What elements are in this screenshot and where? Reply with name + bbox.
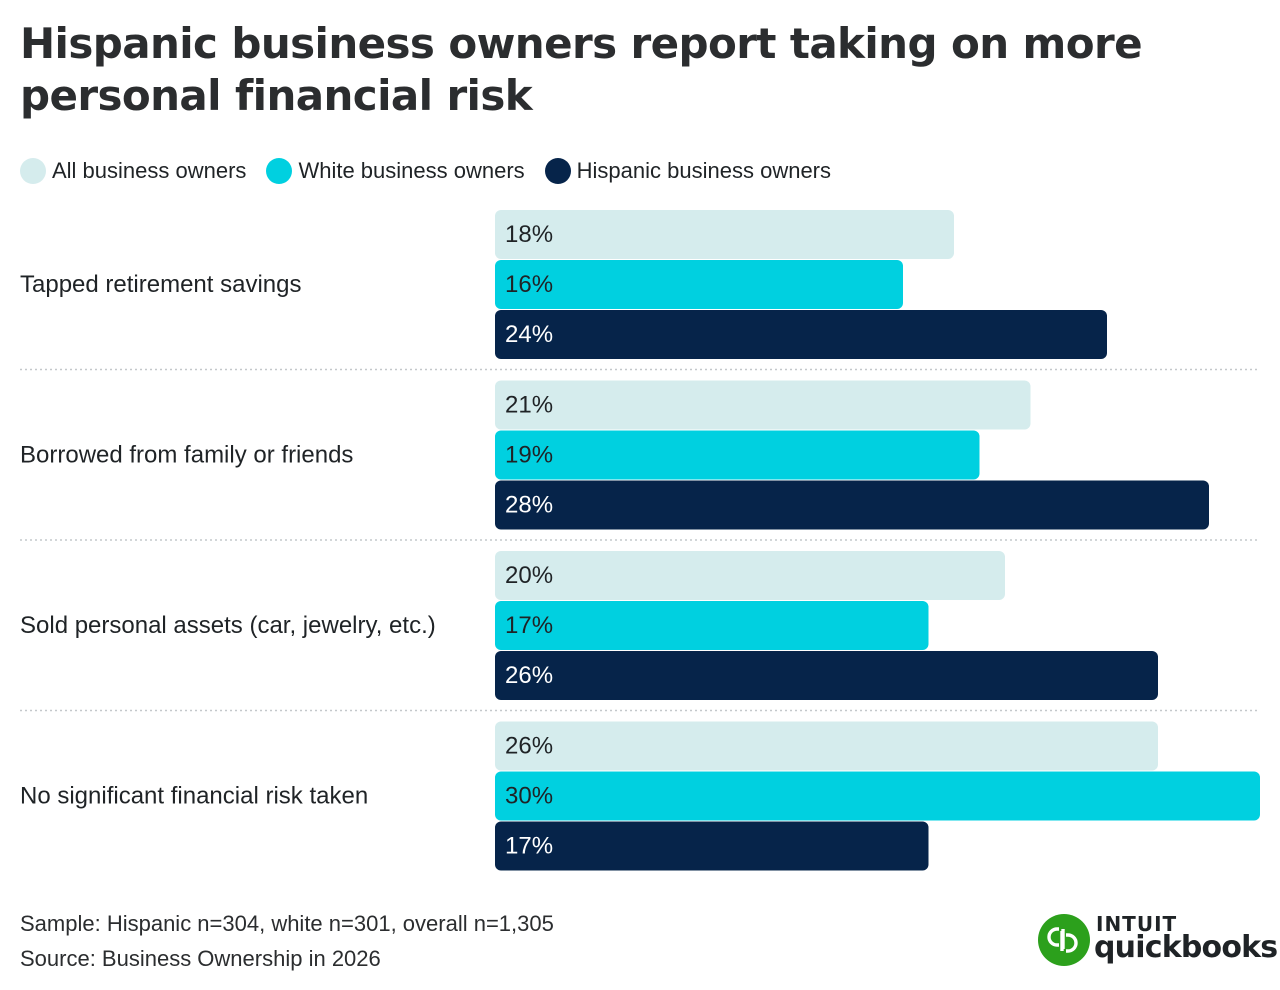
chart-title: Hispanic business owners report taking o…: [20, 19, 1143, 120]
bar: [495, 380, 1031, 430]
data-label: 18%: [505, 221, 553, 248]
bar: [495, 551, 1005, 600]
legend-label: White business owners: [298, 158, 525, 183]
sample-note: Sample: Hispanic n=304, white n=301, ove…: [20, 911, 554, 936]
legend-swatch: [544, 158, 571, 184]
category-label: Borrowed from family or friends: [20, 442, 353, 469]
source-note: Source: Business Ownership in 2026: [20, 946, 381, 971]
legend-label: Hispanic business owners: [576, 158, 831, 183]
footer: Sample: Hispanic n=304, white n=301, ove…: [20, 906, 554, 976]
legend-item: All business owners: [20, 158, 246, 184]
bar: [495, 260, 903, 309]
legend-label: All business owners: [52, 158, 247, 183]
data-label: 30%: [505, 783, 553, 810]
legend-item: Hispanic business owners: [544, 158, 831, 184]
data-label: 24%: [505, 321, 553, 348]
bar: [495, 721, 1158, 771]
bar: [495, 771, 1260, 821]
bar: [495, 651, 1158, 700]
bar: [495, 310, 1107, 359]
category-label: No significant financial risk taken: [20, 783, 368, 810]
bar: [495, 210, 954, 259]
bar: [495, 601, 929, 650]
data-label: 26%: [505, 662, 553, 689]
data-label: 19%: [505, 442, 553, 469]
quickbooks-logo-icon: [1038, 914, 1090, 966]
data-label: 16%: [505, 271, 553, 298]
category-label: Sold personal assets (car, jewelry, etc.…: [20, 612, 436, 639]
logo-product-text: quickbooks: [1094, 930, 1278, 965]
bar: [495, 480, 1209, 530]
data-label: 17%: [505, 833, 553, 860]
legend: All business owners White business owners…: [20, 156, 831, 186]
data-label: 17%: [505, 612, 553, 639]
data-label: 28%: [505, 492, 553, 519]
bar: [495, 430, 980, 480]
legend-item: White business owners: [266, 158, 525, 184]
category-label: Tapped retirement savings: [20, 271, 301, 298]
data-label: 20%: [505, 562, 553, 589]
bar: [495, 821, 929, 871]
data-label: 21%: [505, 392, 553, 419]
bar-chart: Tapped retirement savings 18% 16% 24% Borrow…: [20, 210, 1260, 871]
legend-swatch: [20, 158, 46, 184]
legend-swatch: [266, 158, 293, 184]
quickbooks-logo: INTUIT quickbooks: [1038, 912, 1278, 972]
logo-brand-text: INTUIT: [1096, 912, 1178, 936]
data-label: 26%: [505, 733, 553, 760]
